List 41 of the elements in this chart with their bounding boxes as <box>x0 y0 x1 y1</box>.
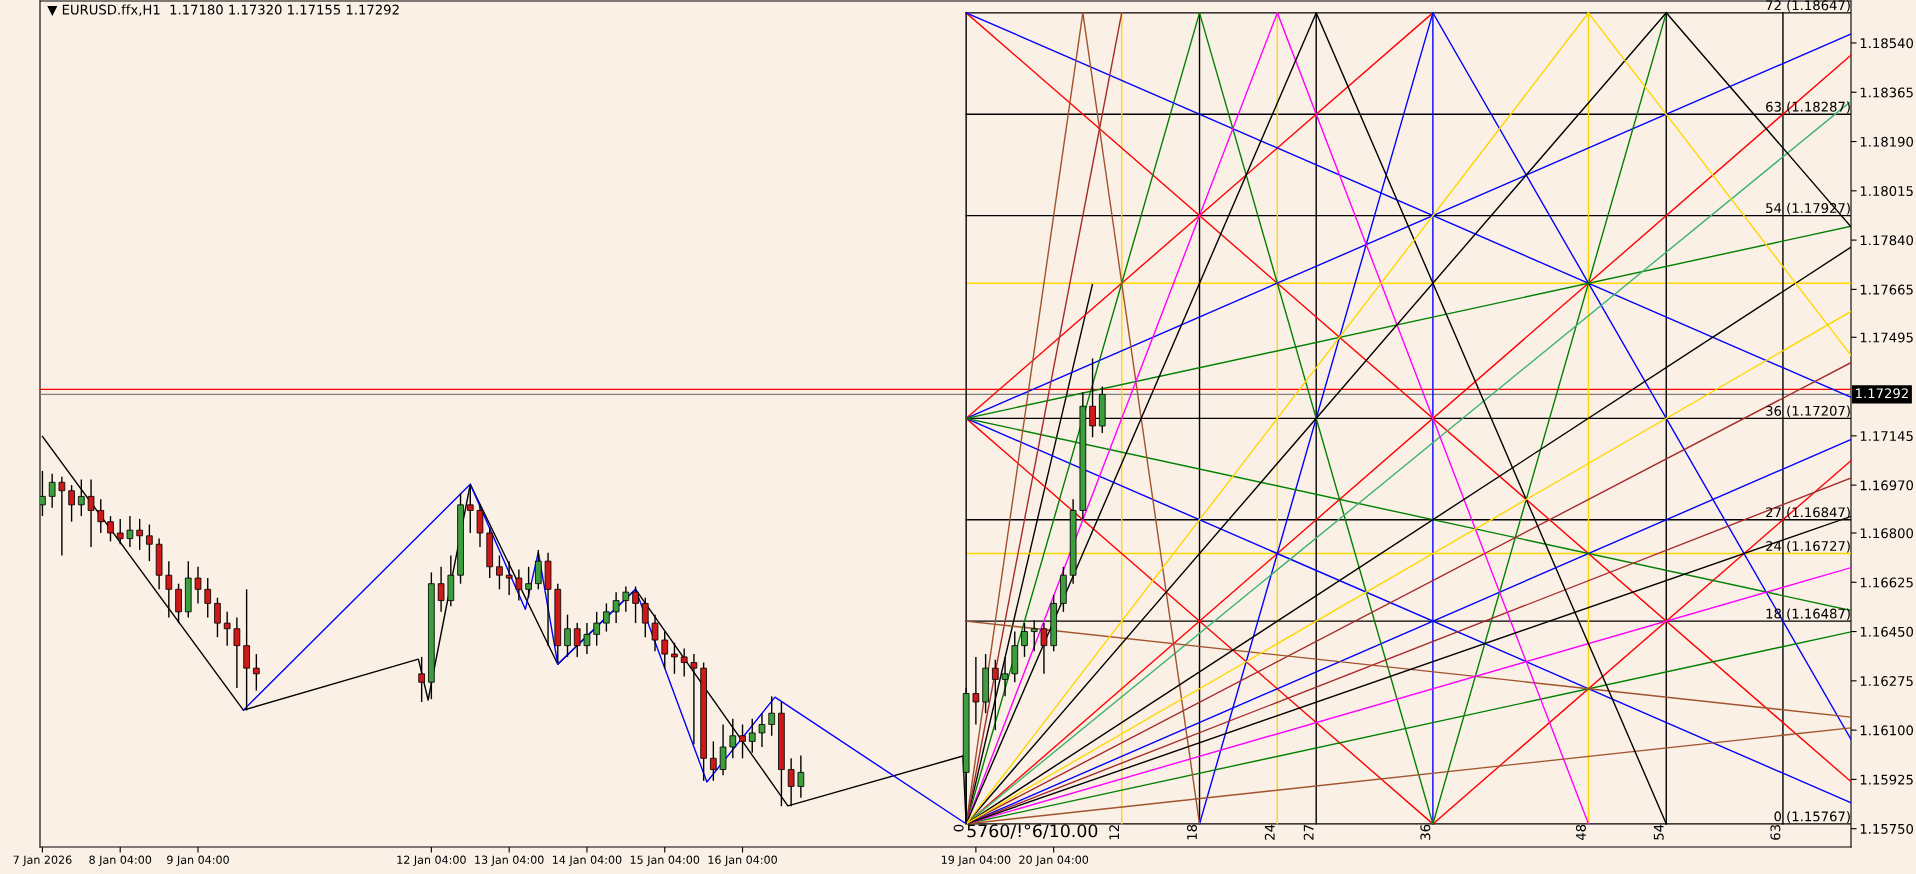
y-tick-label: 1.17145 <box>1860 431 1913 442</box>
ref-line-label: 1.17292 <box>1856 388 1908 399</box>
x-tick-label: 14 Jan 04:00 <box>552 855 622 866</box>
y-tick-label: 1.16800 <box>1860 528 1914 539</box>
x-tick-label: 15 Jan 04:00 <box>630 855 700 866</box>
x-tick-label: 16 Jan 04:00 <box>708 855 777 866</box>
annotation: 72 (1.18647) <box>1766 0 1850 12</box>
y-tick-label: 1.18365 <box>1860 87 1913 98</box>
annotation: 36 <box>1420 824 1431 840</box>
y-tick-label: 1.16275 <box>1860 676 1913 687</box>
annotation: 0 (1.15767) <box>1774 811 1850 823</box>
y-tick-label: 1.18190 <box>1860 136 1914 147</box>
annotation: 36 (1.17207) <box>1766 405 1850 418</box>
annotation: 5760/!°6/10.00 <box>967 824 1098 839</box>
x-tick-label: 20 Jan 04:00 <box>1019 855 1089 866</box>
annotation: 24 <box>1264 824 1275 840</box>
chart-title: ▼ EURUSD.ffx,H1 1.17180 1.17320 1.17155 1.17292 <box>47 4 399 17</box>
x-tick-label: 7 Jan 2026 <box>13 855 72 866</box>
y-tick-label: 1.17495 <box>1860 332 1913 343</box>
annotation: 54 <box>1653 824 1664 840</box>
x-tick-label: 12 Jan 04:00 <box>397 855 466 866</box>
y-tick-label: 1.16100 <box>1860 725 1914 736</box>
y-tick-label: 1.17665 <box>1860 284 1913 295</box>
annotation: 48 <box>1575 824 1586 841</box>
x-tick-label: 9 Jan 04:00 <box>167 855 229 866</box>
annotation: 27 <box>1303 825 1314 840</box>
y-tick-label: 1.15925 <box>1860 774 1913 785</box>
y-tick-label: 1.16625 <box>1860 577 1913 588</box>
y-tick-label: 1.17840 <box>1860 235 1914 246</box>
y-tick-label: 1.15750 <box>1860 823 1914 834</box>
annotation: 0 <box>953 824 964 832</box>
annotation: 18 <box>1186 824 1197 840</box>
y-tick-label: 1.18540 <box>1860 38 1914 49</box>
y-tick-label: 1.16450 <box>1860 626 1914 637</box>
annotation: 12 <box>1109 825 1119 840</box>
annotation: 63 <box>1770 824 1781 840</box>
y-tick-label: 1.18015 <box>1860 186 1913 197</box>
y-tick-label: 1.16970 <box>1860 480 1914 491</box>
x-tick-label: 19 Jan 04:00 <box>941 855 1011 866</box>
x-tick-label: 8 Jan 04:00 <box>89 855 152 866</box>
x-tick-label: 13 Jan 04:00 <box>475 855 544 866</box>
